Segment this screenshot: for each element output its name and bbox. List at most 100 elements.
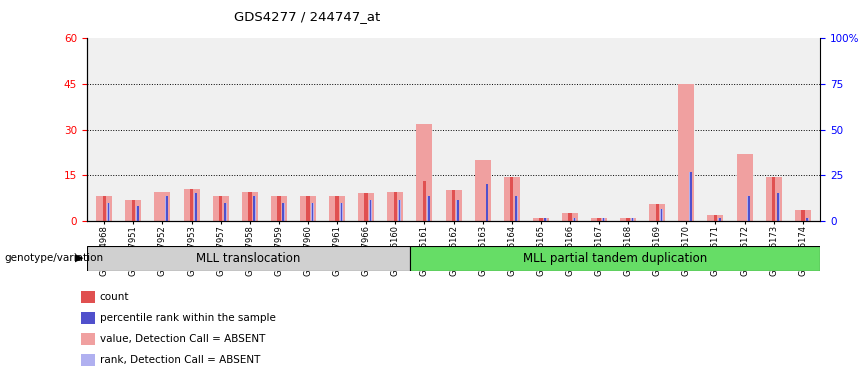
Bar — [224, 203, 227, 221]
Bar — [242, 192, 258, 221]
Bar — [679, 84, 694, 221]
Bar — [602, 218, 605, 221]
Bar — [747, 197, 751, 221]
Bar — [102, 197, 106, 221]
Bar — [772, 177, 775, 221]
Bar — [539, 218, 542, 221]
Bar — [428, 197, 430, 221]
Bar — [300, 197, 316, 221]
Bar — [516, 197, 517, 221]
Bar — [713, 215, 717, 221]
Bar — [533, 218, 549, 221]
Text: count: count — [100, 292, 129, 302]
Bar — [194, 194, 197, 221]
Text: value, Detection Call = ABSENT: value, Detection Call = ABSENT — [100, 334, 266, 344]
Bar — [649, 204, 665, 221]
Bar — [365, 194, 368, 221]
Bar — [485, 184, 489, 221]
Bar — [195, 194, 197, 221]
Bar — [166, 197, 168, 221]
Bar — [107, 203, 110, 221]
Bar — [620, 218, 636, 221]
Bar — [306, 197, 310, 221]
Bar — [132, 200, 135, 221]
Bar — [248, 192, 252, 221]
Bar — [597, 218, 601, 221]
Bar — [335, 197, 339, 221]
Bar — [737, 154, 753, 221]
Bar — [806, 218, 808, 221]
Bar — [277, 197, 280, 221]
Bar — [358, 194, 374, 221]
Bar — [387, 192, 404, 221]
Bar — [689, 172, 692, 221]
Text: rank, Detection Call = ABSENT: rank, Detection Call = ABSENT — [100, 355, 260, 365]
Bar — [515, 197, 517, 221]
Bar — [253, 197, 255, 221]
Bar — [96, 197, 112, 221]
Bar — [777, 194, 779, 221]
Bar — [370, 200, 372, 221]
Bar — [510, 177, 514, 221]
Bar — [748, 197, 750, 221]
Bar — [125, 200, 141, 221]
Bar — [166, 197, 168, 221]
Bar — [632, 218, 634, 221]
Text: percentile rank within the sample: percentile rank within the sample — [100, 313, 276, 323]
Bar — [108, 203, 109, 221]
Bar — [457, 200, 458, 221]
Text: ▶: ▶ — [75, 253, 83, 263]
Text: GDS4277 / 244747_at: GDS4277 / 244747_at — [234, 10, 380, 23]
Bar — [719, 218, 720, 221]
Bar — [271, 197, 287, 221]
Bar — [451, 190, 456, 221]
Bar — [486, 184, 488, 221]
Bar — [369, 200, 372, 221]
Bar — [503, 177, 520, 221]
Bar — [423, 181, 426, 221]
Bar — [190, 189, 194, 221]
Bar — [690, 172, 692, 221]
Bar — [410, 246, 820, 271]
Bar — [329, 197, 345, 221]
Bar — [340, 203, 343, 221]
Bar — [311, 203, 314, 221]
Bar — [661, 209, 663, 221]
Bar — [543, 218, 547, 221]
Bar — [602, 218, 604, 221]
Bar — [591, 218, 607, 221]
Bar — [224, 203, 226, 221]
Bar — [137, 205, 139, 221]
Bar — [574, 218, 575, 221]
Bar — [398, 200, 401, 221]
Bar — [806, 218, 809, 221]
Bar — [445, 190, 462, 221]
Bar — [569, 213, 572, 221]
Bar — [282, 203, 284, 221]
Bar — [393, 192, 397, 221]
Bar — [719, 218, 721, 221]
Bar — [573, 218, 575, 221]
Text: genotype/variation: genotype/variation — [4, 253, 103, 263]
Bar — [707, 215, 724, 221]
Bar — [777, 194, 779, 221]
Bar — [475, 160, 490, 221]
Bar — [155, 192, 170, 221]
Bar — [282, 203, 285, 221]
Bar — [183, 189, 200, 221]
Bar — [562, 213, 578, 221]
Bar — [795, 210, 811, 221]
Bar — [427, 197, 431, 221]
Bar — [253, 197, 255, 221]
Bar — [136, 205, 139, 221]
Bar — [87, 246, 410, 271]
Bar — [219, 197, 222, 221]
Bar — [417, 124, 432, 221]
Bar — [655, 204, 659, 221]
Bar — [340, 203, 342, 221]
Bar — [457, 200, 459, 221]
Text: MLL partial tandem duplication: MLL partial tandem duplication — [523, 252, 707, 265]
Bar — [213, 197, 228, 221]
Bar — [631, 218, 634, 221]
Bar — [766, 177, 782, 221]
